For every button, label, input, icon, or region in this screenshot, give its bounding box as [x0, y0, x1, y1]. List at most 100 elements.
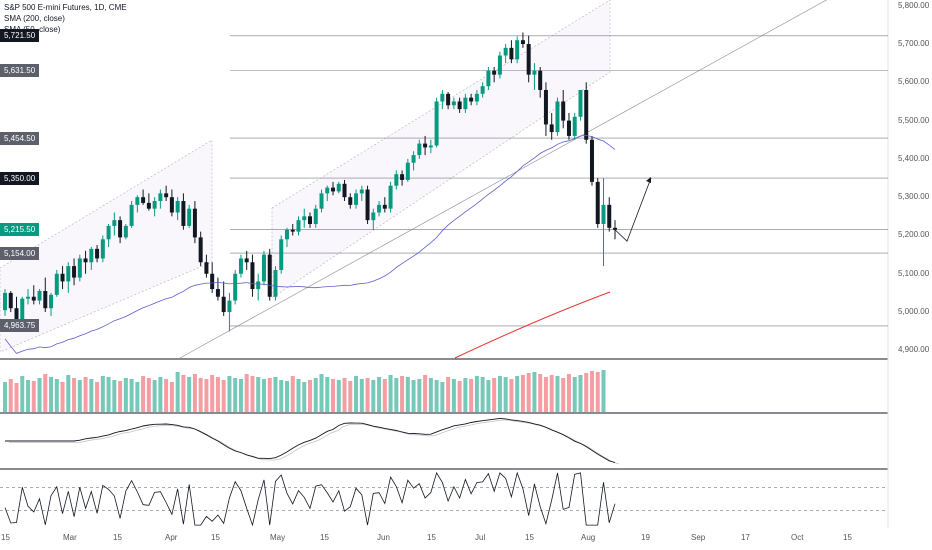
- candle-body: [60, 273, 65, 282]
- volume-bar: [43, 374, 48, 412]
- candle-body: [273, 269, 278, 297]
- volume-bar: [538, 374, 543, 412]
- volume-bar: [95, 382, 100, 412]
- volume-bar: [60, 382, 65, 412]
- volume-bar: [54, 379, 59, 412]
- x-tick-label: 15: [427, 533, 436, 542]
- volume-bar: [3, 382, 7, 412]
- price-level-tag: 5,215.50: [0, 223, 40, 237]
- candle-body: [129, 204, 134, 226]
- candle-body: [325, 187, 330, 194]
- volume-bar: [302, 382, 307, 412]
- volume-bar: [394, 378, 399, 412]
- volume-bar: [129, 379, 134, 412]
- candle-body: [400, 174, 405, 180]
- candle-body: [66, 266, 71, 282]
- volume-bar: [520, 375, 525, 412]
- y-tick-label: 5,800.00: [898, 0, 930, 10]
- volume-bar: [336, 380, 341, 412]
- volume-bar: [164, 379, 169, 412]
- y-tick-label: 5,600.00: [898, 77, 930, 87]
- candle-body: [480, 86, 485, 94]
- volume-bar: [595, 372, 600, 412]
- x-tick-label: 19: [641, 533, 650, 542]
- candle-body: [164, 193, 169, 198]
- candle-body: [348, 197, 353, 205]
- candle-body: [181, 201, 186, 226]
- candle-body: [377, 204, 382, 213]
- candle-body: [388, 185, 393, 209]
- volume-bar: [210, 375, 215, 412]
- candle-body: [503, 47, 508, 56]
- candle-body: [204, 262, 209, 274]
- volume-bar: [371, 380, 376, 412]
- volume-bar: [446, 377, 451, 412]
- candle-body: [20, 298, 25, 322]
- volume-bar: [325, 377, 330, 412]
- candle-body: [434, 101, 439, 146]
- volume-bar: [589, 371, 594, 412]
- candle-body: [319, 193, 324, 209]
- volume-bar: [451, 379, 456, 412]
- volume-bar: [308, 380, 312, 412]
- candle-body: [250, 262, 255, 290]
- candle-body: [572, 116, 577, 136]
- volume-bar: [152, 380, 157, 412]
- x-tick-label: 15: [843, 533, 852, 542]
- volume-bar: [584, 373, 589, 412]
- candle-body: [601, 204, 606, 224]
- volume-bar: [474, 376, 479, 412]
- volume-bar: [319, 374, 324, 412]
- volume-bar: [181, 375, 186, 412]
- candle-body: [210, 273, 215, 290]
- volume-bar: [215, 377, 220, 412]
- volume-bar: [250, 376, 255, 412]
- price-level-tag: 5,631.50: [0, 63, 40, 77]
- candle-body: [469, 97, 474, 102]
- candle-body: [492, 70, 497, 75]
- candle-body: [77, 258, 82, 278]
- volume-bar: [566, 374, 571, 412]
- indicator-sma200[interactable]: SMA (200, close): [4, 14, 65, 23]
- volume-bar: [440, 382, 445, 412]
- candle-body: [555, 101, 560, 133]
- price-level-tag: 4,963.75: [0, 319, 40, 333]
- volume-bar: [175, 372, 180, 412]
- candle-body: [613, 227, 617, 230]
- candle-body: [123, 225, 128, 238]
- volume-bar: [388, 375, 393, 412]
- forecast-arrow: [614, 177, 652, 242]
- volume-bar: [20, 376, 25, 412]
- candle-body: [607, 204, 612, 228]
- candle-body: [405, 162, 410, 180]
- volume-bar: [123, 378, 128, 412]
- candle-body: [371, 212, 376, 221]
- volume-bar: [221, 380, 226, 412]
- candle-body: [331, 187, 336, 192]
- volume-bar: [261, 379, 266, 412]
- volume-bar: [238, 379, 243, 412]
- volume-bar: [26, 380, 31, 412]
- volume-bar: [411, 380, 416, 412]
- candle-body: [543, 89, 548, 125]
- candle-body: [549, 124, 554, 133]
- volume-bar: [14, 383, 19, 412]
- candle-body: [279, 239, 284, 270]
- volume-bar: [256, 377, 261, 412]
- volume-bar: [503, 377, 508, 412]
- volume-bar: [66, 375, 71, 412]
- volume-bar: [141, 376, 146, 412]
- candle-body: [538, 70, 543, 90]
- candle-body: [532, 70, 537, 75]
- forecast-arrowhead: [646, 177, 651, 184]
- candle-body: [595, 181, 600, 224]
- volume-bar: [359, 379, 364, 412]
- x-tick-label: 15: [113, 533, 122, 542]
- candle-body: [423, 143, 428, 148]
- x-tick-label: Apr: [165, 533, 178, 542]
- candle-body: [354, 193, 359, 205]
- y-tick-label: 5,400.00: [898, 153, 930, 163]
- volume-bar: [543, 377, 548, 412]
- y-tick-label: 5,000.00: [898, 307, 930, 317]
